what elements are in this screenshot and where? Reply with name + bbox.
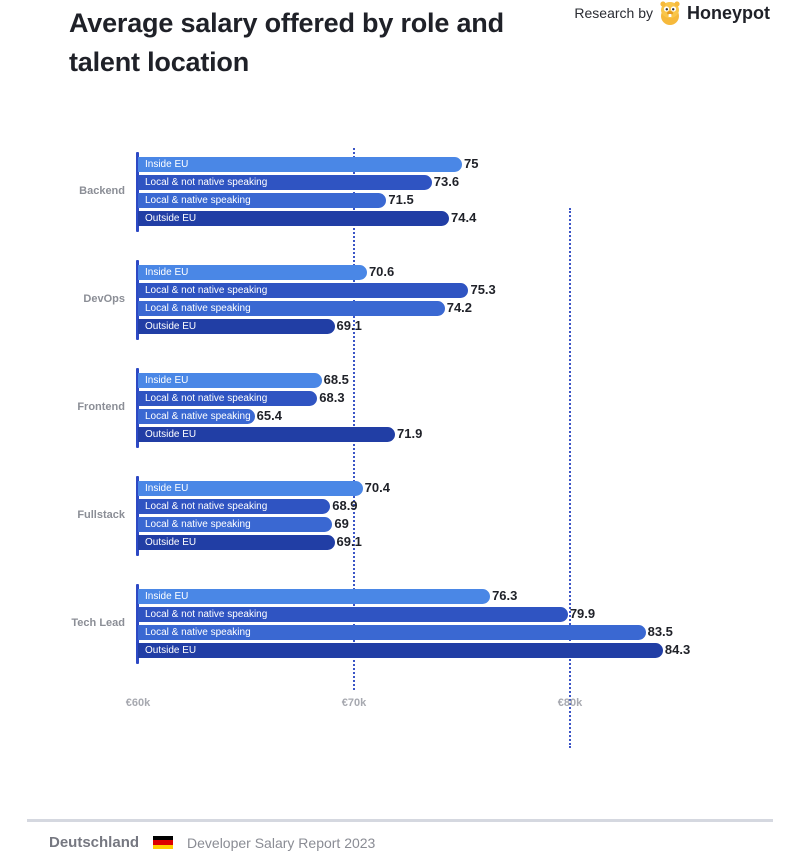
bar-value-label: 76.3	[492, 588, 518, 603]
x-axis-tick-label: €60k	[125, 697, 151, 709]
bar-value-label: 71.5	[388, 192, 414, 207]
bar-series-label: Outside EU	[145, 645, 197, 656]
bar-value-label: 70.4	[364, 480, 390, 495]
bar-value-label: 68.5	[323, 372, 349, 387]
bar-series-label: Local & native speaking	[145, 519, 251, 530]
bar[interactable]: Inside EU	[138, 589, 491, 604]
bar-series-label: Outside EU	[145, 537, 197, 548]
bar[interactable]: Local & not native speaking	[138, 499, 331, 514]
flag-stripe	[153, 840, 174, 845]
axis-line-fullstack	[136, 476, 139, 556]
bar[interactable]: Inside EU	[138, 481, 363, 496]
axis-line-frontend	[136, 368, 139, 448]
bar-value-label: 70.6	[368, 264, 395, 279]
bar[interactable]: Local & native speaking	[138, 625, 646, 640]
bar[interactable]: Outside EU	[138, 319, 335, 334]
flag-stripe	[153, 844, 174, 849]
bar-value-label: 68.3	[319, 390, 345, 405]
bar[interactable]: Inside EU	[138, 157, 462, 172]
bar-series-label: Inside EU	[145, 159, 189, 170]
category-label: Backend	[79, 185, 125, 197]
brand: Research by Honeypot	[574, 0, 770, 26]
footer: Deutschland Developer Salary Report 2023	[49, 834, 375, 851]
bar-series-label: Local & not native speaking	[145, 501, 268, 512]
bar-value-label: 68.9	[332, 498, 358, 513]
bar-series-label: Inside EU	[145, 591, 189, 602]
bar[interactable]: Local & not native speaking	[138, 391, 318, 406]
bar[interactable]: Local & native speaking	[138, 193, 387, 208]
bar-series-label: Local & not native speaking	[145, 285, 268, 296]
bar-chart: Backend Inside EU 75 Local & not native spe…	[71, 148, 691, 748]
bar-value-label: 75	[464, 156, 479, 171]
bar-value-label: 79.9	[569, 606, 596, 621]
bar-series-label: Local & native speaking	[145, 303, 251, 314]
brand-prefix: Research by	[574, 5, 653, 21]
x-axis-tick-label: €80k	[557, 697, 583, 709]
bar-series-label: Local & native speaking	[145, 195, 251, 206]
bar[interactable]: Outside EU	[138, 427, 396, 442]
bar-series-label: Outside EU	[145, 213, 197, 224]
bar-value-label: 69.1	[336, 318, 362, 333]
bar-series-label: Inside EU	[145, 483, 189, 494]
bar-value-label: 65.4	[256, 408, 282, 423]
bar[interactable]: Local & native speaking	[138, 517, 333, 532]
category-label: DevOps	[83, 293, 125, 305]
bar[interactable]: Local & native speaking	[138, 409, 255, 424]
bar-value-label: 84.3	[664, 642, 691, 657]
footer-country: Deutschland	[49, 834, 140, 851]
bar-series-label: Inside EU	[145, 375, 189, 386]
bar[interactable]: Outside EU	[138, 535, 335, 550]
germany-flag-icon	[153, 836, 174, 849]
axis-line-backend	[136, 152, 139, 232]
bar-value-label: 83.5	[647, 624, 673, 639]
category-label: Tech Lead	[71, 617, 125, 629]
bar-series-label: Local & native speaking	[145, 411, 251, 422]
bar-series-label: Outside EU	[145, 321, 197, 332]
bar-value-label: 75.3	[470, 282, 496, 297]
bar-value-label: 74.2	[446, 300, 473, 315]
footer-report-title: Developer Salary Report 2023	[187, 834, 376, 851]
bar-value-label: 74.4	[451, 210, 477, 225]
flag-stripe	[153, 836, 174, 841]
category-label: Frontend	[77, 401, 125, 413]
gridline-80k	[569, 208, 571, 748]
x-axis-tick-label: €70k	[341, 697, 367, 709]
footer-divider	[27, 819, 773, 822]
bar-series-label: Local & not native speaking	[145, 177, 268, 188]
bar-series-label: Local & not native speaking	[145, 609, 268, 620]
bar[interactable]: Local & not native speaking	[138, 175, 432, 190]
bar-series-label: Outside EU	[145, 429, 197, 440]
category-label: Fullstack	[77, 509, 125, 521]
bar-series-label: Local & not native speaking	[145, 393, 268, 404]
bar[interactable]: Inside EU	[138, 373, 322, 388]
bar[interactable]: Local & native speaking	[138, 301, 445, 316]
bar[interactable]: Outside EU	[138, 643, 663, 658]
bar-value-label: 69.1	[336, 534, 362, 549]
bar[interactable]: Local & not native speaking	[138, 283, 469, 298]
bar[interactable]: Inside EU	[138, 265, 367, 280]
bar[interactable]: Local & not native speaking	[138, 607, 568, 622]
bar-series-label: Local & native speaking	[145, 627, 251, 638]
honeypot-bear-logo-icon	[660, 1, 680, 25]
bar-value-label: 71.9	[397, 426, 423, 441]
axis-line-tech-lead	[136, 584, 139, 664]
bar[interactable]: Outside EU	[138, 211, 450, 226]
bar-value-label: 73.6	[433, 174, 460, 189]
brand-name: Honeypot	[687, 2, 770, 23]
bar-series-label: Inside EU	[145, 267, 189, 278]
axis-line-devops	[136, 260, 139, 340]
bar-value-label: 69	[334, 516, 349, 531]
gridline-70k	[353, 148, 355, 690]
chart-title: Average salary offered by role and talen…	[69, 8, 504, 77]
